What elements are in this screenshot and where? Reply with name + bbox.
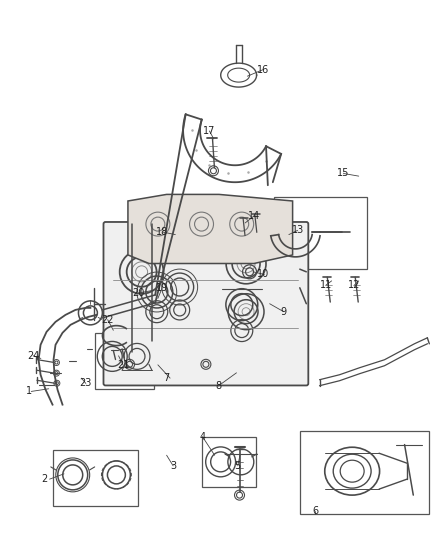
Text: 24: 24 bbox=[27, 351, 39, 361]
FancyBboxPatch shape bbox=[103, 222, 308, 385]
Polygon shape bbox=[128, 195, 293, 263]
Text: 21: 21 bbox=[117, 360, 129, 370]
Text: 2: 2 bbox=[41, 474, 47, 484]
Text: 16: 16 bbox=[257, 65, 269, 75]
Text: 3: 3 bbox=[170, 461, 176, 471]
Text: 4: 4 bbox=[199, 432, 205, 442]
Bar bbox=[221, 285, 280, 341]
Text: 18: 18 bbox=[156, 227, 168, 237]
Text: 14: 14 bbox=[248, 211, 260, 221]
Text: 7: 7 bbox=[163, 373, 170, 383]
Text: 8: 8 bbox=[215, 381, 221, 391]
Text: 20: 20 bbox=[132, 288, 145, 298]
Bar bbox=[141, 272, 195, 325]
Text: 1: 1 bbox=[26, 386, 32, 397]
Text: 23: 23 bbox=[80, 378, 92, 389]
Text: 6: 6 bbox=[312, 506, 318, 516]
Text: 19: 19 bbox=[156, 283, 168, 293]
Text: 10: 10 bbox=[257, 270, 269, 279]
Text: 17: 17 bbox=[203, 126, 215, 136]
Text: 5: 5 bbox=[235, 461, 241, 471]
Bar bbox=[274, 197, 367, 269]
Bar bbox=[53, 450, 138, 506]
Text: 12: 12 bbox=[348, 280, 360, 290]
Text: 22: 22 bbox=[102, 314, 114, 325]
Bar bbox=[95, 333, 153, 389]
Bar bbox=[201, 437, 256, 487]
Text: 11: 11 bbox=[320, 280, 332, 290]
Text: 9: 9 bbox=[281, 306, 287, 317]
Text: 15: 15 bbox=[337, 168, 350, 179]
Bar bbox=[300, 431, 428, 514]
Text: 13: 13 bbox=[291, 225, 304, 236]
